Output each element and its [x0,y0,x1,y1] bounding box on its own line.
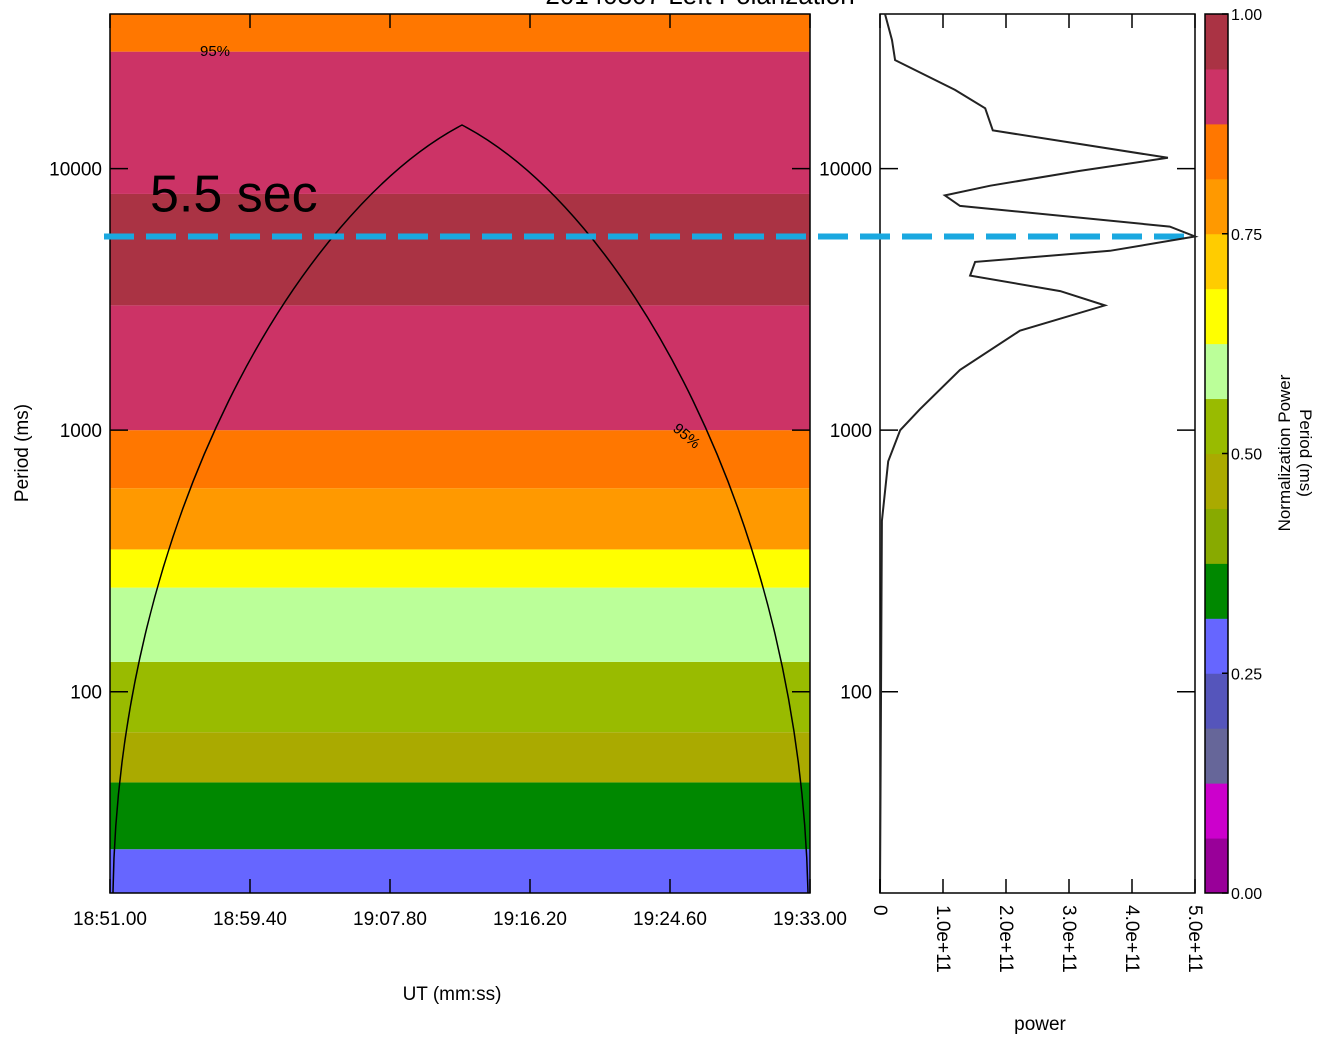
power-band [110,849,810,893]
power-band [110,782,810,850]
power-band [110,732,810,783]
y-tick-label: 1000 [830,421,872,442]
colorbar-band [1205,453,1228,509]
colorbar-band [1205,178,1228,235]
x-tick-label: 4.0e+11 [1121,905,1142,973]
cone-of-influence [112,124,809,893]
plot-frame [109,13,811,894]
colorbar-band [1205,783,1228,839]
power-band [110,549,810,588]
colorbar-band [1205,618,1228,674]
x-tick-label: 2.0e+11 [995,905,1016,973]
colorbar-band [1205,838,1228,894]
y-tick-label: 10000 [819,160,872,181]
colorbar-band [1205,14,1228,70]
colorbar-band [1205,398,1228,454]
colorbar-band [1205,563,1228,619]
global-power-line [879,13,1199,894]
x-tick-label: 19:07.80 [353,909,427,930]
colorbar-tick-label: 0.25 [1231,666,1262,683]
colorbar-label: Normalization Power [1275,374,1294,531]
colorbar-tick-label: 1.00 [1231,7,1262,24]
x-axis-label: UT (mm:ss) [403,984,502,1005]
power-band [110,14,810,52]
annotation-text: 5.5 sec [150,166,318,224]
power-band [110,305,810,431]
power-band [110,193,810,306]
wavelet-field [110,14,810,893]
power-band [110,430,810,489]
x-tick-label: 3.0e+11 [1058,905,1079,973]
y-tick-label: 100 [70,683,102,704]
x-tick-label: 18:59.40 [213,909,287,930]
power-band [110,587,810,662]
colorbar-band [1205,123,1228,180]
contour-label: 95% [200,43,230,60]
colorbar-tick-label: 0.75 [1231,227,1262,244]
x-tick-label: 19:33.00 [773,909,847,930]
colorbar-tick-label: 0.50 [1231,447,1262,464]
x-tick-label: 1.0e+11 [932,905,953,973]
colorbar-overlap-label: Period (ms) [1296,409,1315,497]
y-tick-label: 1000 [60,421,102,442]
colorbar-band [1205,508,1228,564]
colorbar-band [1205,68,1228,125]
power-axis-label: power [1014,1014,1066,1035]
x-tick-label: 19:16.20 [493,909,567,930]
colorbar-band [1205,288,1228,345]
colorbar-band [1205,343,1228,400]
power-band [110,661,810,733]
colorbar-band [1205,728,1228,784]
power-band [110,488,810,550]
x-tick-label: 18:51.00 [73,909,147,930]
power-band [110,51,810,194]
colorbar-tick-label: 0.00 [1231,886,1262,903]
y-tick-label: 100 [840,683,872,704]
power-frame [879,13,1196,894]
y-axis-label: Period (ms) [12,404,33,502]
x-tick-label: 5.0e+11 [1184,905,1205,973]
chart-title: 20140307 Left Polarization [545,0,854,10]
y-tick-label: 10000 [49,160,102,181]
colorbar-band [1205,673,1228,729]
colorbar-band [1205,233,1228,290]
x-tick-label: 0 [869,905,890,916]
x-tick-label: 19:24.60 [633,909,707,930]
